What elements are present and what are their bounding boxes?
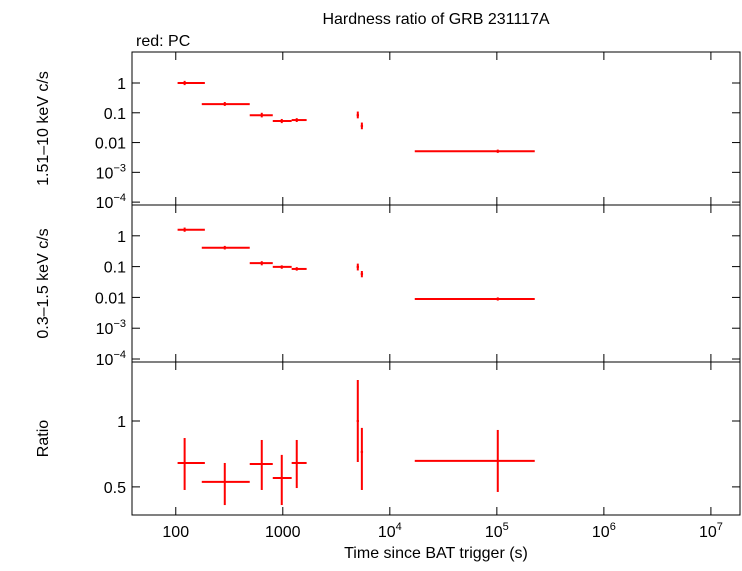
tick-label: 1 <box>117 229 126 246</box>
tick-exponent: 4 <box>396 521 402 533</box>
tick-base: 10 <box>96 352 114 369</box>
tick-label: 1 <box>117 76 126 93</box>
tick-label: 0.01 <box>95 136 126 153</box>
y-axis-label: 1.51–10 keV c/s <box>35 71 52 186</box>
plot-frame <box>131 51 741 206</box>
tick-base: 10 <box>96 195 114 212</box>
tick-label: 104 <box>378 521 402 541</box>
tick-exponent: −3 <box>113 318 126 330</box>
tick-label: 1000 <box>265 524 301 541</box>
tick-base: 10 <box>592 524 610 541</box>
tick-label: 107 <box>699 521 723 541</box>
tick-label: 105 <box>485 521 509 541</box>
tick-exponent: −3 <box>113 162 126 174</box>
tick-label: 0.1 <box>104 106 126 123</box>
tick-label: 10−4 <box>96 192 126 212</box>
tick-exponent: 7 <box>717 521 723 533</box>
tick-exponent: −4 <box>113 192 126 204</box>
tick-base: 10 <box>96 165 114 182</box>
tick-label: 10−3 <box>96 318 126 338</box>
tick-exponent: 5 <box>503 521 509 533</box>
tick-base: 10 <box>378 524 396 541</box>
plot-frame <box>131 361 741 516</box>
tick-label: 0.1 <box>104 260 126 277</box>
tick-exponent: 6 <box>610 521 616 533</box>
y-axis-label: 0.3–1.5 keV c/s <box>35 228 52 338</box>
tick-label: 0.01 <box>95 290 126 307</box>
plot-frame <box>131 204 741 363</box>
tick-label: 10−4 <box>96 349 126 369</box>
tick-label: 106 <box>592 521 616 541</box>
tick-label: 0.5 <box>104 480 126 497</box>
tick-label: 10−3 <box>96 162 126 182</box>
tick-base: 10 <box>699 524 717 541</box>
tick-exponent: −4 <box>113 349 126 361</box>
tick-base: 10 <box>96 321 114 338</box>
chart-subtitle: red: PC <box>136 33 190 50</box>
tick-label: 1 <box>117 414 126 431</box>
tick-label: 100 <box>162 524 189 541</box>
tick-base: 10 <box>485 524 503 541</box>
y-axis-label: Ratio <box>35 420 52 457</box>
chart-title: Hardness ratio of GRB 231117A <box>322 11 549 28</box>
x-axis-label: Time since BAT trigger (s) <box>344 545 528 562</box>
